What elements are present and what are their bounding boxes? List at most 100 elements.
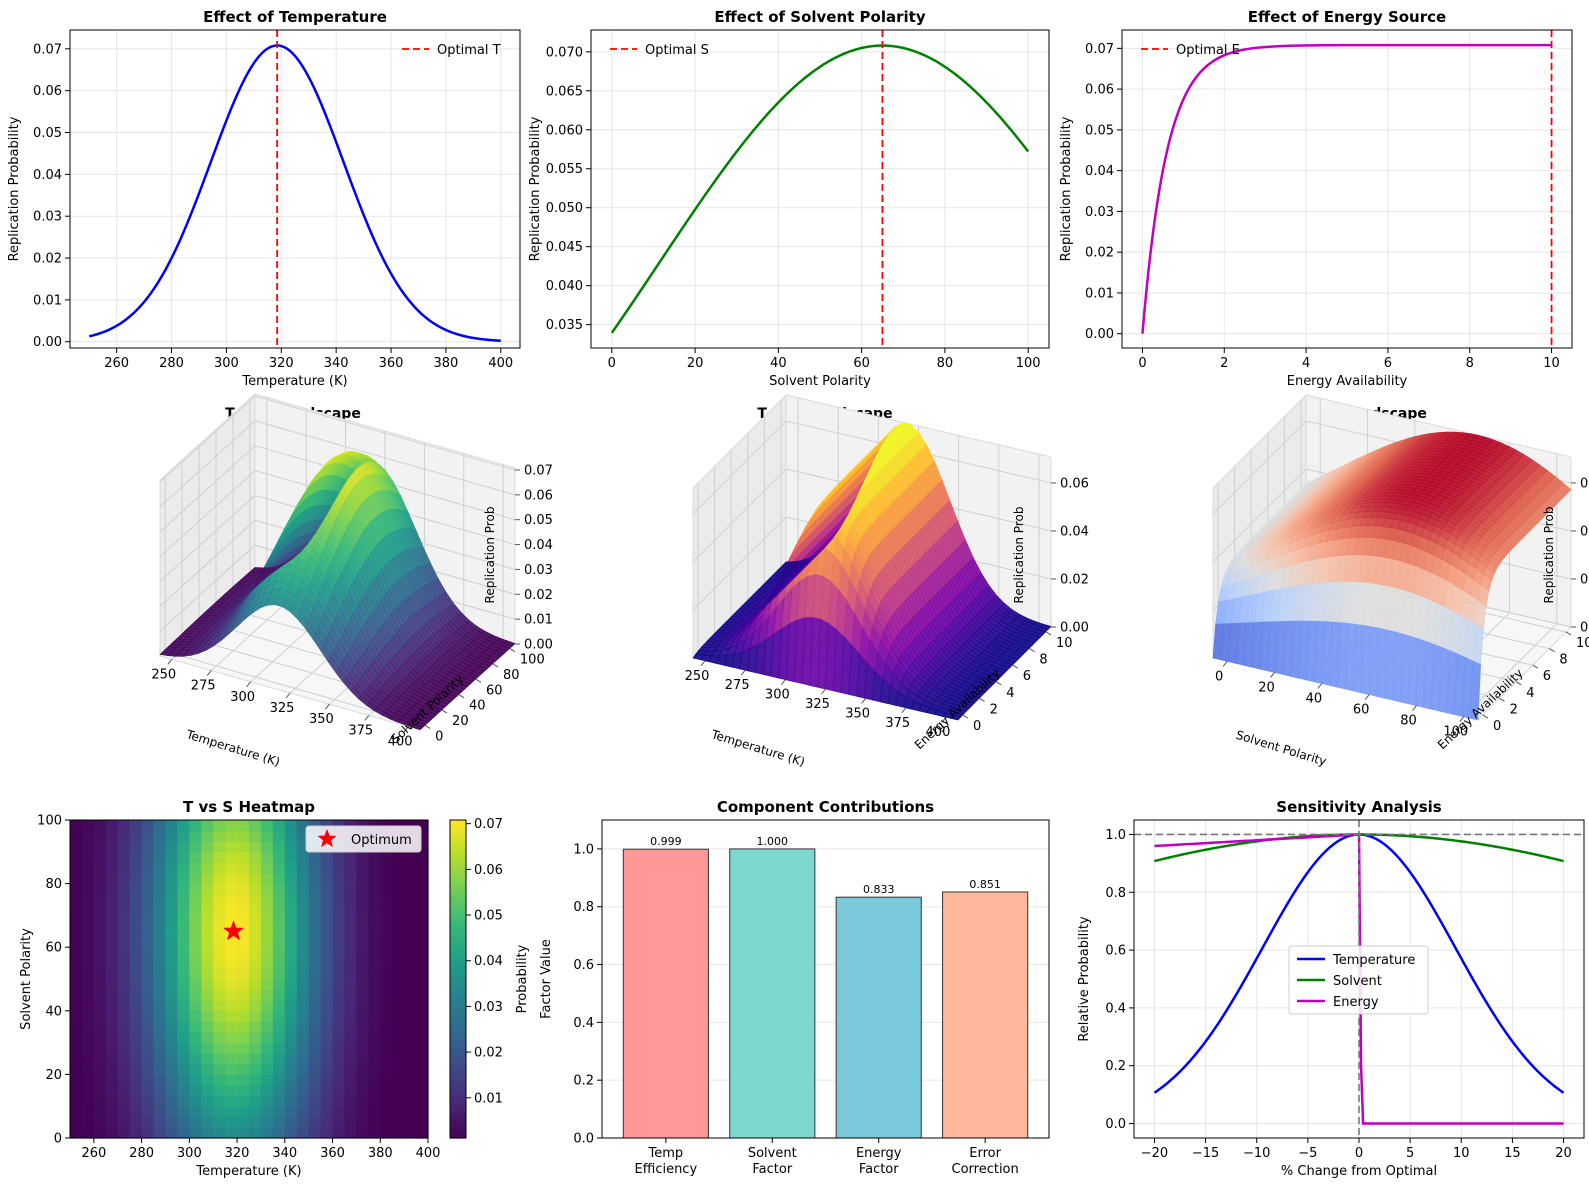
heatmap-cell [105,947,119,959]
heatmap-cell [237,873,250,885]
y-tick-label: 20 [45,1068,62,1083]
heatmap-cell [237,1021,250,1033]
heatmap-cell [237,1127,250,1139]
y-tick-label: 6 [1543,669,1551,684]
heatmap-cell [249,1063,262,1075]
y-tick-label: 0.03 [1085,205,1114,220]
heatmap-cell [344,947,357,959]
heatmap-cell [296,1127,310,1139]
heatmap-cell [308,979,322,991]
heatmap-cell [213,1095,226,1107]
heatmap-cell [189,1127,202,1139]
heatmap-cell [356,968,369,980]
heatmap-cell [70,820,83,832]
heatmap-cell [237,1010,250,1022]
heatmap-cell [404,936,417,948]
heatmap-cell [272,1085,286,1097]
x-tick-label: 40 [1306,691,1323,706]
heatmap-cell [344,989,357,1001]
heatmap-cell [213,1127,226,1139]
heatmap-cell [392,851,405,863]
heatmap-cell [392,1010,405,1022]
heatmap-cell [117,904,131,916]
heatmap-cell [272,904,286,916]
y-tick-label: 0.4 [573,1016,594,1031]
heatmap-cell [105,957,119,969]
heatmap-cell [81,894,95,906]
heatmap-cell [81,1042,95,1054]
heatmap-cell [225,883,238,895]
y-tick-label: 80 [45,877,62,892]
grid-line [159,470,256,557]
heatmap-cell [344,1085,357,1097]
chart-title: T vs S Heatmap [183,798,315,816]
heatmap-cell [201,1021,214,1033]
heatmap-cell [225,1063,238,1075]
y-tick-label: 1.0 [1105,828,1126,843]
x-tick-label: 0 [608,356,616,371]
heatmap-cell [260,1074,274,1086]
heatmap-cell [272,883,286,895]
heatmap-cell [117,851,131,863]
heatmap-cell [93,926,107,938]
colorbar-step [450,973,466,980]
chart-title: Effect of Temperature [203,8,387,26]
heatmap-cell [284,830,298,842]
heatmap-cell [356,979,369,991]
z-tick-label: 0.00 [1060,621,1089,636]
heatmap-cell [201,873,214,885]
x-tick-label: 60 [1353,703,1370,718]
colorbar-step [450,1085,466,1091]
heatmap-cell [177,830,190,842]
heatmap-cell [368,926,381,938]
x-tick-mark [206,670,212,676]
heatmap-cell [308,1127,322,1139]
heatmap-cell [284,1053,298,1065]
heatmap-cell [153,1042,167,1054]
heatmap-cell [296,915,310,927]
heatmap-cell [308,1063,322,1075]
heatmap-cell [249,1095,262,1107]
heatmap-cell [153,1000,167,1012]
z-tick-label: 0.05 [524,513,553,528]
heatmap-cell [213,820,226,832]
heatmap-cell [392,936,405,948]
heatmap-cell [320,947,334,959]
heatmap-cell [368,873,381,885]
x-tick-label: 260 [81,1146,106,1161]
heatmap-cell [344,851,357,863]
heatmap-cell [177,936,190,948]
heatmap-cell [141,947,155,959]
heatmap-cell [105,1021,119,1033]
heatmap-cell [213,979,226,991]
heatmap-cell [368,1116,381,1128]
heatmap-cell [296,936,310,948]
heatmap-cell [380,851,393,863]
heatmap-cell [177,947,190,959]
heatmap-cell [153,1095,167,1107]
heatmap-cell [416,1032,429,1044]
colorbar-step [450,926,466,932]
heatmap-cell [225,979,238,991]
grid-line [159,420,256,508]
y-tick-label: 0.00 [33,335,62,350]
heatmap-cell [249,989,262,1001]
x-tick-mark [246,681,251,688]
colorbar-step [450,1127,466,1134]
z-tick-label: 0.00 [524,638,553,653]
heatmap-cell [308,1021,322,1033]
heatmap-cell [368,883,381,895]
heatmap-cell [177,926,190,938]
heatmap-cell [416,1095,429,1107]
heatmap-cell [320,979,334,991]
x-tick-label: 280 [159,356,184,371]
heatmap-cell [296,894,310,906]
heatmap-cell [368,1085,381,1097]
x-tick-label: 300 [214,356,239,371]
heatmap-cell [320,1127,334,1139]
heatmap-cell [189,851,202,863]
heatmap-cell [129,1116,143,1128]
heatmap-cell [129,1021,143,1033]
x-tick-label: 5 [1406,1146,1414,1161]
